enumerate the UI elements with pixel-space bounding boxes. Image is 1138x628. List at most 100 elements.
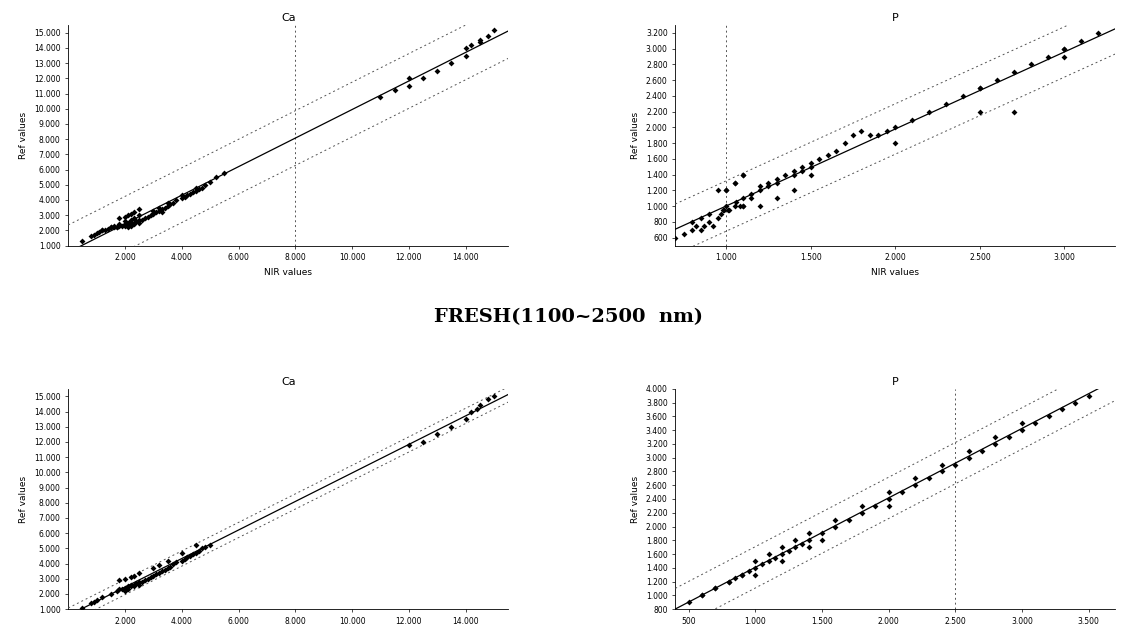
Title: Ca: Ca	[281, 13, 296, 23]
Point	[124, 207, 142, 217]
Point	[773, 549, 791, 559]
Point	[734, 201, 752, 211]
Point	[801, 158, 819, 168]
Point	[485, 391, 503, 401]
Point	[780, 546, 798, 556]
Point	[207, 172, 225, 182]
Point	[877, 126, 896, 136]
Point	[759, 556, 777, 566]
Point	[954, 91, 972, 101]
Point	[844, 130, 863, 140]
Point	[179, 553, 197, 563]
Point	[827, 146, 846, 156]
Point	[800, 535, 818, 545]
Point	[118, 210, 137, 220]
Point	[84, 230, 102, 240]
Point	[456, 43, 475, 53]
Point	[707, 583, 725, 593]
Point	[666, 232, 684, 242]
Point	[726, 573, 744, 583]
Point	[716, 205, 734, 215]
Point	[82, 231, 100, 241]
Point	[904, 114, 922, 124]
Point	[130, 215, 148, 225]
Point	[1013, 425, 1031, 435]
Point	[116, 583, 134, 593]
Point	[747, 556, 765, 566]
Point	[173, 556, 191, 566]
Point	[130, 580, 148, 590]
Point	[93, 225, 112, 236]
Point	[145, 563, 163, 573]
Point	[152, 204, 171, 214]
Point	[145, 571, 163, 581]
Point	[800, 542, 818, 552]
Point	[1055, 44, 1073, 54]
Point	[731, 201, 749, 211]
Point	[471, 35, 489, 45]
Point	[485, 24, 503, 35]
Point	[167, 195, 185, 205]
Point	[959, 453, 978, 463]
Point	[747, 570, 765, 580]
Point	[399, 73, 418, 84]
Y-axis label: Ref values: Ref values	[19, 112, 28, 159]
Point	[906, 480, 924, 490]
Point	[145, 205, 163, 215]
Point	[124, 582, 142, 592]
Point	[1080, 391, 1098, 401]
Point	[751, 201, 769, 211]
Point	[196, 180, 214, 190]
Point	[135, 575, 154, 585]
Point	[1055, 51, 1073, 62]
Point	[786, 542, 805, 552]
Point	[113, 585, 131, 595]
Point	[399, 81, 418, 91]
Point	[707, 583, 725, 593]
Point	[101, 222, 119, 232]
Point	[759, 178, 777, 188]
Point	[122, 215, 140, 225]
Point	[116, 219, 134, 229]
Point	[933, 467, 951, 477]
Point	[196, 542, 214, 552]
Point	[93, 592, 112, 602]
Point	[700, 209, 718, 219]
Point	[793, 162, 811, 172]
Point	[920, 107, 938, 117]
Point	[695, 221, 714, 231]
Point	[105, 222, 123, 232]
Y-axis label: Ref values: Ref values	[632, 112, 641, 159]
Point	[679, 597, 698, 607]
Point	[725, 178, 743, 188]
Point	[933, 460, 951, 470]
Point	[150, 202, 168, 212]
Point	[813, 528, 831, 538]
Point	[110, 220, 129, 230]
Point	[371, 92, 389, 102]
Point	[139, 212, 157, 222]
Point	[399, 440, 418, 450]
Point	[158, 198, 176, 208]
Point	[734, 170, 752, 180]
Point	[693, 590, 711, 600]
Point	[122, 580, 140, 590]
Point	[479, 394, 497, 404]
Point	[801, 170, 819, 180]
Point	[184, 550, 203, 560]
Point	[84, 597, 102, 607]
Point	[880, 494, 898, 504]
Point	[130, 210, 148, 220]
Y-axis label: Ref values: Ref values	[632, 475, 641, 522]
Point	[759, 549, 777, 559]
Point	[443, 58, 461, 68]
Point	[105, 220, 123, 230]
Point	[175, 192, 193, 202]
Point	[116, 220, 134, 230]
Point	[973, 446, 991, 456]
Point	[147, 207, 165, 217]
X-axis label: NIR values: NIR values	[872, 268, 920, 277]
Point	[101, 222, 119, 232]
Point	[866, 501, 884, 511]
Point	[734, 201, 752, 211]
